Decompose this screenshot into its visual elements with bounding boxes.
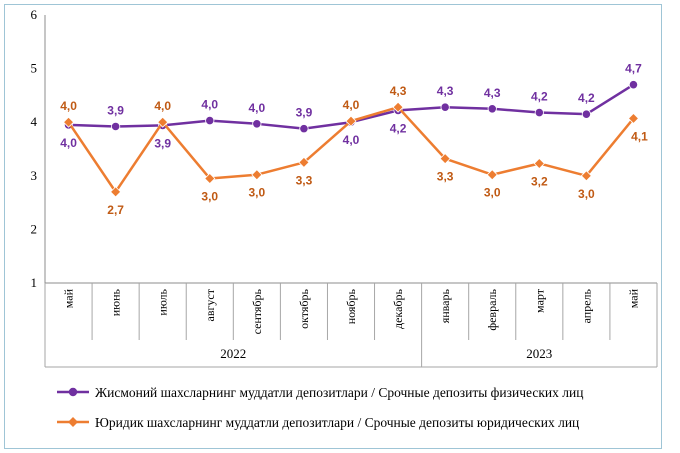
series-1-point [110, 186, 122, 198]
axes [44, 15, 658, 368]
legend-entry-0: Жисмоний шахсларнинг муддатли депозитлар… [95, 385, 583, 400]
data-label: 4,2 [390, 121, 407, 135]
data-label: 4,2 [578, 91, 595, 105]
y-axis-tick-labels: 1 2 3 4 5 6 [31, 7, 38, 290]
x-category-label: июль [156, 288, 170, 315]
x-axis-category-labels: май июнь июль август сентябрь октябрь ноябрь де… [62, 288, 641, 334]
x-category-label: сентябрь [250, 288, 264, 334]
series-1-point [157, 116, 169, 128]
data-label: 3,9 [154, 136, 171, 150]
data-label: 4,0 [154, 99, 171, 113]
series-1-point [392, 101, 404, 113]
x-category-label: февраль [485, 288, 499, 330]
x-category-label: ноябрь [344, 288, 358, 324]
series-0-point [299, 124, 309, 134]
x-category-label: май [62, 288, 76, 308]
legend-entry-1: Юридик шахсларнинг муддатли депозитлари … [95, 415, 579, 430]
series-1-point [62, 116, 75, 128]
x-category-label: март [532, 288, 546, 313]
data-label: 4,0 [343, 98, 360, 112]
y-tick-label: 5 [31, 61, 38, 76]
x-category-label: январь [438, 288, 452, 323]
data-label: 3,2 [531, 174, 548, 188]
data-label: 4,2 [531, 90, 548, 104]
x-category-label: май [626, 288, 640, 308]
data-label: 3,9 [296, 106, 313, 120]
x-category-label: июнь [109, 288, 123, 316]
data-label: 4,3 [390, 84, 407, 98]
data-label: 3,3 [296, 173, 313, 187]
series-0-point [111, 121, 121, 132]
y-tick-label: 1 [31, 275, 38, 290]
legend: Жисмоний шахсларнинг муддатли депозитлар… [57, 385, 583, 430]
series-1-point [580, 170, 592, 182]
data-label: 3,9 [107, 103, 124, 117]
series-1-point [533, 157, 545, 170]
data-label: 3,3 [437, 170, 454, 184]
data-label: 3,0 [578, 187, 595, 201]
data-label: 4,1 [631, 129, 648, 143]
series-0-point [581, 109, 591, 119]
data-label: 3,0 [249, 186, 266, 200]
data-label: 4,0 [249, 101, 266, 115]
data-label: 4,7 [625, 62, 642, 76]
data-label: 2,7 [107, 203, 124, 217]
series-0-point [487, 104, 497, 114]
series-1-point [627, 112, 640, 125]
data-label: 3,0 [484, 186, 501, 200]
year-label: 2023 [526, 346, 552, 361]
data-label: 4,0 [60, 99, 77, 113]
data-label: 4,0 [60, 136, 77, 150]
chart-frame: 1 2 3 4 5 6 май июнь июль август сентябрь октябрь н… [4, 4, 662, 449]
legend-marker-0 [68, 387, 78, 397]
y-tick-label: 3 [31, 168, 38, 183]
series-0-point [252, 119, 262, 129]
y-tick-label: 2 [31, 221, 38, 236]
series-1-point [439, 153, 451, 165]
series-1-point [298, 156, 310, 168]
data-label: 4,3 [437, 84, 454, 98]
year-label: 2022 [220, 346, 246, 361]
data-label: 3,0 [201, 189, 218, 203]
data-label: 4,0 [201, 98, 218, 112]
x-category-label: декабрь [391, 288, 405, 329]
series-0-point [534, 107, 544, 118]
x-category-label: апрель [579, 288, 593, 323]
x-category-label: октябрь [297, 288, 311, 328]
series-layer: 4,0 3,9 3,9 4,0 4,0 3,9 4,0 4,2 4,3 4,3 4,2 4,2 4,7 4… [60, 62, 648, 217]
legend-marker-1 [68, 417, 78, 427]
y-tick-label: 6 [31, 7, 38, 22]
series-0-point [440, 102, 450, 112]
y-tick-label: 4 [31, 114, 38, 129]
data-label: 4,3 [484, 86, 501, 100]
year-group-labels: 2022 2023 [220, 346, 552, 361]
series-0-point [628, 80, 639, 90]
data-label: 4,0 [343, 133, 360, 147]
series-1-point [251, 169, 263, 181]
x-category-label: август [203, 288, 217, 321]
series-1-point [204, 172, 216, 185]
series-1-point [486, 169, 498, 181]
series-1-point [345, 115, 357, 127]
series-0-point [205, 115, 215, 126]
line-chart: 1 2 3 4 5 6 май июнь июль август сентябрь октябрь н… [31, 7, 658, 430]
